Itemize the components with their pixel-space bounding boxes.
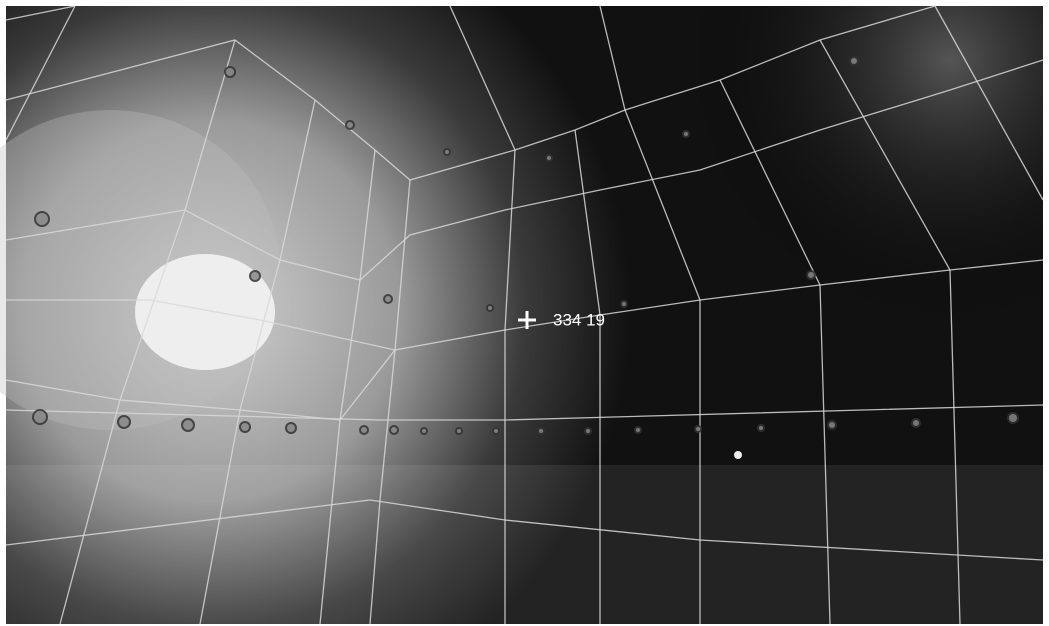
grid-line bbox=[5, 5, 76, 21]
grid-line bbox=[6, 299, 396, 351]
grid-line bbox=[319, 149, 376, 625]
stimulus bbox=[806, 270, 816, 280]
stimulus bbox=[249, 270, 261, 282]
grid-line bbox=[574, 129, 601, 624]
stimuli bbox=[32, 56, 1019, 459]
stimulus-active bbox=[734, 451, 742, 459]
stimulus bbox=[383, 294, 393, 304]
stimulus bbox=[181, 418, 195, 432]
grid-line bbox=[719, 79, 831, 625]
stimulus bbox=[239, 421, 251, 433]
grid bbox=[5, 5, 1044, 625]
stimulus bbox=[117, 415, 131, 429]
grid-line bbox=[599, 5, 626, 111]
stimulus bbox=[359, 425, 369, 435]
grid-line bbox=[5, 404, 1044, 421]
stimulus bbox=[443, 148, 451, 156]
cursor-readout: 334 19 bbox=[553, 310, 605, 329]
grid-line bbox=[59, 39, 236, 625]
grid-line bbox=[199, 99, 316, 625]
stimulus bbox=[389, 425, 399, 435]
stimulus bbox=[827, 420, 837, 430]
stimulus bbox=[584, 427, 592, 435]
stimulus bbox=[455, 427, 463, 435]
cursor: 334 19 bbox=[518, 310, 605, 329]
grid-line bbox=[369, 179, 411, 625]
floor bbox=[6, 465, 1043, 624]
stimulus bbox=[224, 66, 236, 78]
stimulus bbox=[492, 427, 500, 435]
grid-line bbox=[934, 5, 1044, 201]
stimulus bbox=[694, 425, 702, 433]
grid-line bbox=[504, 149, 516, 624]
grid-line bbox=[449, 5, 516, 151]
stimulus bbox=[849, 56, 859, 66]
grid-line bbox=[819, 39, 961, 625]
stimulus bbox=[32, 409, 48, 425]
grid-line bbox=[624, 109, 701, 624]
stimulus bbox=[1007, 412, 1019, 424]
grid-line bbox=[5, 5, 76, 141]
stimulus bbox=[545, 154, 553, 162]
stimulus bbox=[34, 211, 50, 227]
stimulus bbox=[682, 130, 690, 138]
stimulus bbox=[285, 422, 297, 434]
bright-spot bbox=[135, 254, 275, 370]
stimulus bbox=[420, 427, 428, 435]
stimulus bbox=[757, 424, 765, 432]
stimulus bbox=[634, 426, 642, 434]
stimulus bbox=[486, 304, 494, 312]
stimulus bbox=[345, 120, 355, 130]
stimulus bbox=[911, 418, 921, 428]
stimulus bbox=[537, 427, 545, 435]
stimulus bbox=[620, 300, 628, 308]
